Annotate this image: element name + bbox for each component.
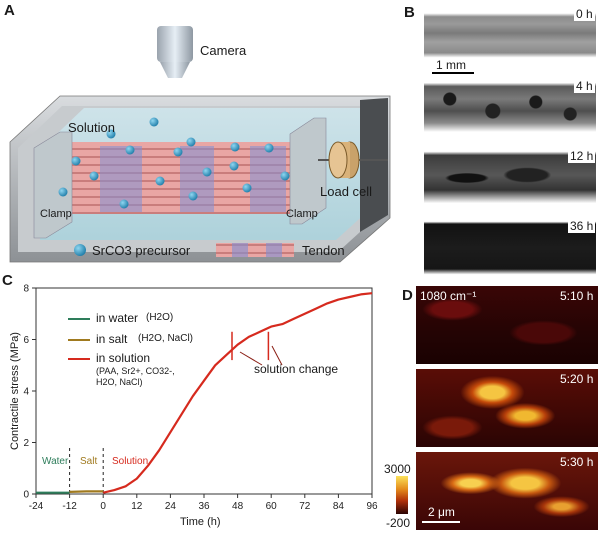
legend-solution-sub: (PAA, Sr2+, CO32-, H2O, NaCl)	[96, 366, 175, 387]
clamp-right-label: Clamp	[286, 208, 318, 220]
y-tick-label: 4	[23, 387, 29, 398]
panel-d-label: D	[402, 287, 413, 304]
time-label-0h: 0 h	[574, 7, 595, 21]
x-tick-label: 24	[165, 501, 177, 512]
x-axis-label: Time (h)	[180, 516, 221, 528]
y-tick-label: 2	[23, 438, 29, 449]
x-tick-label: 60	[266, 501, 278, 512]
tendon-legend-label: Tendon	[302, 243, 345, 258]
x-tick-label: 36	[198, 501, 210, 512]
x-tick-label: 72	[299, 501, 311, 512]
series-line	[102, 292, 373, 494]
y-tick-label: 6	[23, 335, 29, 346]
y-tick-label: 8	[23, 284, 29, 295]
wavenumber-label: 1080 cm⁻¹	[420, 289, 477, 303]
experimental-setup-diagram	[9, 26, 391, 263]
phase-water-label: Water	[42, 456, 69, 467]
micrograph-12h	[424, 148, 596, 208]
time-label-36h: 36 h	[568, 219, 596, 233]
micrograph-36h	[424, 218, 596, 278]
colorbar	[396, 476, 408, 514]
raman-map-510	[416, 286, 598, 364]
x-tick-label: -12	[62, 501, 77, 512]
legend-solution-swatch	[68, 358, 90, 360]
legend-water-label: in water	[96, 311, 139, 325]
panel-a-label: A	[4, 2, 15, 19]
time-label-12h: 12 h	[568, 149, 596, 163]
load-cell-icon	[328, 141, 360, 179]
tendon-legend-icon	[216, 243, 294, 257]
series-line	[69, 490, 104, 493]
x-tick-label: 84	[333, 501, 345, 512]
precursor-legend-icon	[74, 244, 86, 256]
raman-scale-bar	[422, 521, 460, 523]
legend-solution-label: in solution	[96, 351, 151, 365]
raman-map-530	[416, 452, 598, 530]
colorbar-max: 3000	[384, 462, 411, 476]
x-tick-label: 12	[131, 501, 143, 512]
panel-b-label: B	[404, 4, 415, 21]
scale-bar-b	[432, 72, 474, 74]
tendon-bundle	[44, 142, 318, 214]
annotation-arrow	[239, 351, 263, 366]
camera-label: Camera	[200, 43, 247, 58]
y-tick-label: 0	[23, 490, 29, 501]
raman-map-520	[416, 369, 598, 447]
camera-icon	[157, 26, 193, 78]
raman-time-530: 5:30 h	[560, 455, 594, 469]
legend-salt-label: in salt	[96, 332, 128, 346]
precursor-particles	[58, 117, 290, 209]
micrograph-4h	[424, 78, 596, 138]
legend-salt-swatch	[68, 339, 90, 341]
raman-time-510: 5:10 h	[560, 289, 594, 303]
phase-salt-label: Salt	[80, 456, 98, 467]
precursor-legend-label: SrCO3 precursor	[92, 243, 191, 258]
phase-solution-label: Solution	[112, 456, 149, 467]
legend-salt-sub: (H2O, NaCl)	[138, 333, 194, 344]
raman-time-520: 5:20 h	[560, 372, 594, 386]
panel-c-label: C	[2, 272, 13, 289]
x-tick-label: 0	[100, 501, 106, 512]
colorbar-min: -200	[386, 516, 411, 530]
time-label-4h: 4 h	[574, 79, 595, 93]
clamp-left-label: Clamp	[40, 208, 72, 220]
solution-label: Solution	[68, 120, 115, 135]
scale-label-b: 1 mm	[436, 58, 466, 72]
load-cell-label: Load cell	[320, 184, 373, 199]
x-tick-label: 96	[366, 501, 378, 512]
x-tick-label: 48	[232, 501, 244, 512]
x-tick-label: -24	[29, 501, 44, 512]
y-axis-label: Contractile stress (MPa)	[9, 332, 21, 450]
micrograph-0h	[424, 6, 596, 66]
annotation-arrow	[271, 345, 283, 366]
legend-water-swatch	[68, 318, 90, 320]
solution-change-annotation: solution change	[254, 362, 339, 376]
raman-scale-label: 2 μm	[428, 505, 455, 519]
legend-water-sub: (H2O)	[146, 312, 174, 323]
